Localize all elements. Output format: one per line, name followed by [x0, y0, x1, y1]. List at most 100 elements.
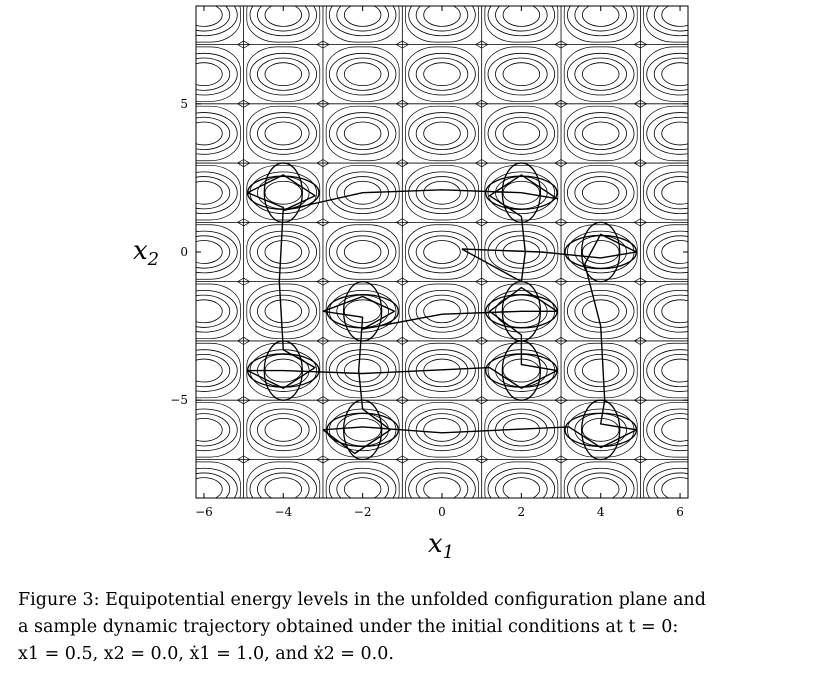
trajectory-loop-h	[484, 353, 558, 388]
contour-ellipse	[653, 353, 688, 388]
contour-ellipse	[196, 6, 231, 32]
caption-line-2: a sample dynamic trajectory obtained und…	[18, 617, 679, 637]
contour-ellipse	[264, 6, 303, 27]
contour-outer	[405, 461, 479, 498]
contour-ellipse	[264, 299, 303, 324]
contour-ellipse	[196, 116, 231, 151]
x-tick-label: 6	[676, 505, 684, 519]
contour-ellipse	[653, 116, 688, 151]
trajectory-loop-v	[501, 340, 542, 401]
contour-outer	[484, 402, 559, 458]
contour-outer	[405, 165, 479, 221]
contour-ellipse	[196, 6, 238, 37]
contour-ellipse	[487, 467, 556, 498]
contour-ellipse	[415, 116, 469, 151]
contour-outer	[325, 105, 400, 162]
contour-outer	[484, 6, 559, 43]
contour-outer	[563, 461, 638, 498]
caption-line-3: x1 = 0.5, x2 = 0.0, ẋ1 = 1.0, and ẋ2 = 0…	[18, 644, 394, 664]
contour-ellipse	[408, 112, 476, 155]
trajectory-loop-h	[564, 412, 638, 448]
contour-outer	[643, 283, 688, 339]
contour-ellipse	[566, 230, 635, 274]
contour-outer	[196, 165, 241, 221]
contour-ellipse	[487, 171, 556, 214]
contour-ellipse	[495, 116, 548, 151]
contour-ellipse	[343, 477, 382, 498]
contour-ellipse	[423, 180, 461, 205]
contour-ellipse	[415, 57, 469, 91]
trajectory-path	[246, 174, 638, 455]
contour-ellipse	[196, 57, 231, 91]
trajectory-loop-h	[246, 353, 320, 388]
contour-ellipse	[502, 477, 541, 498]
contour-ellipse	[328, 52, 397, 96]
contour-outer	[563, 6, 638, 43]
contour-ellipse	[653, 6, 688, 32]
contour-ellipse	[566, 112, 635, 155]
contour-ellipse	[328, 171, 397, 214]
contour-ellipse	[264, 121, 303, 146]
contour-ellipse	[196, 176, 231, 210]
contour-ellipse	[196, 230, 238, 274]
contour-ellipse	[196, 180, 223, 205]
contour-ellipse	[487, 112, 556, 155]
contour-ellipse	[661, 180, 688, 205]
contour-ellipse	[502, 6, 541, 27]
contour-ellipse	[502, 121, 541, 146]
trajectory-loop-h	[564, 234, 638, 270]
contour-outer	[563, 105, 638, 162]
contour-outer	[643, 461, 688, 498]
contour-ellipse	[487, 230, 556, 274]
contour-ellipse	[249, 290, 318, 333]
contour-ellipse	[408, 467, 476, 498]
contour-ellipse	[257, 472, 310, 498]
contour-outer	[325, 461, 400, 498]
contour-outer	[405, 224, 479, 280]
contour-ellipse	[581, 6, 620, 27]
contour-ellipse	[415, 294, 469, 328]
contour-outer	[484, 46, 559, 102]
contour-outer	[405, 105, 479, 162]
contour-ellipse	[574, 353, 627, 388]
contour-ellipse	[408, 52, 476, 96]
contour-ellipse	[249, 112, 318, 155]
contour-ellipse	[415, 413, 469, 447]
contour-ellipse	[661, 121, 688, 146]
contour-ellipse	[257, 235, 310, 269]
contour-outer	[246, 6, 321, 43]
trajectory-loop-v	[501, 162, 542, 224]
contour-outer	[643, 224, 688, 280]
contour-outer	[484, 105, 559, 162]
contour-ellipse	[574, 57, 627, 91]
trajectory-loop-v	[263, 162, 303, 224]
contour-ellipse	[566, 349, 635, 392]
contour-outer	[643, 6, 688, 43]
contour-outer	[196, 342, 241, 399]
contour-outer	[484, 461, 559, 498]
contour-outer	[643, 402, 688, 458]
contour-ellipse	[336, 176, 389, 210]
contour-outer	[405, 6, 479, 43]
contour-ellipse	[328, 230, 397, 274]
contour-ellipse	[423, 240, 461, 264]
contour-ellipse	[653, 235, 688, 269]
contour-ellipse	[661, 477, 688, 498]
contour-outer	[405, 342, 479, 399]
contour-outer	[246, 105, 321, 162]
contour-outer	[563, 46, 638, 102]
contour-ellipse	[423, 417, 461, 442]
y-tick-label: −5	[170, 393, 188, 407]
contour-ellipse	[581, 62, 620, 87]
contour-ellipse	[328, 112, 397, 155]
contour-ellipse	[196, 467, 238, 498]
trajectory-loop-h	[326, 412, 400, 448]
contour-outer	[563, 402, 638, 458]
contour-ellipse	[661, 240, 688, 264]
contour-ellipse	[581, 240, 620, 264]
contour-ellipse	[495, 6, 548, 32]
contour-ellipse	[328, 349, 397, 392]
contour-ellipse	[264, 417, 303, 442]
contour-ellipse	[423, 299, 461, 324]
contour-ellipse	[257, 294, 310, 328]
